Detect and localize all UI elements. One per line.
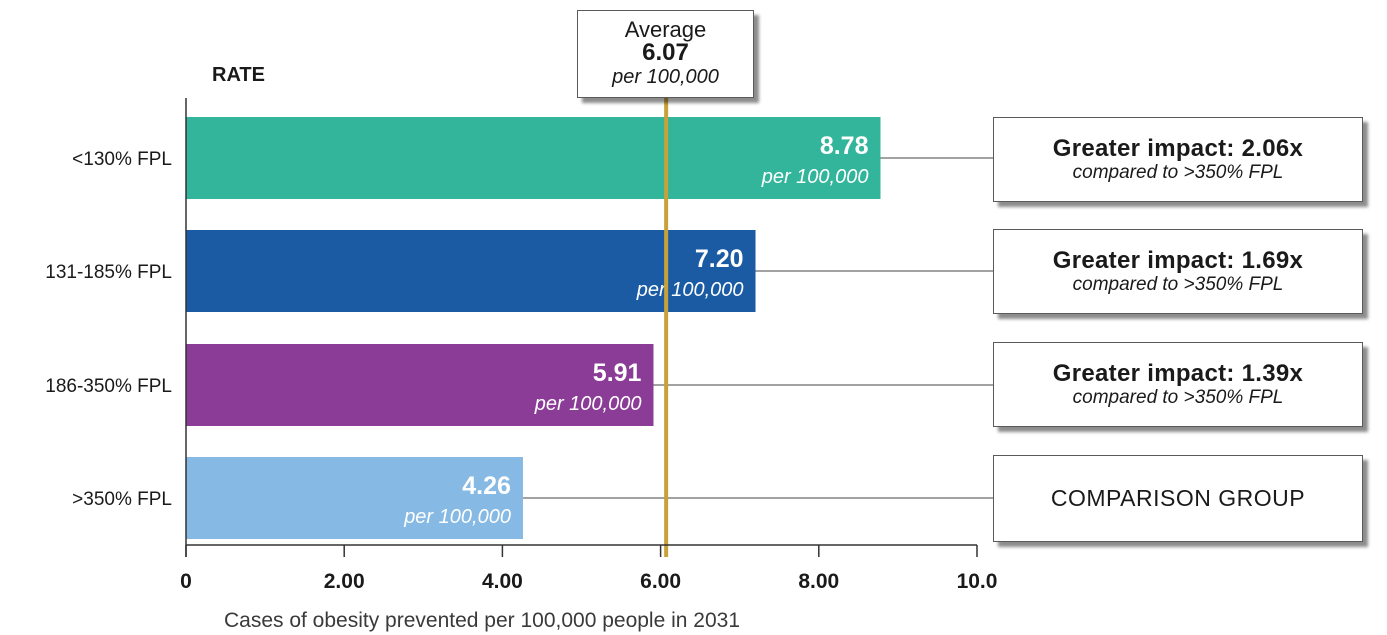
- category-label: 131-185% FPL: [45, 262, 172, 283]
- x-tick-label: 10.0: [957, 570, 998, 593]
- bar-unit-label: per 100,000: [534, 393, 642, 415]
- x-tick-label: 0: [180, 570, 192, 593]
- x-tick-label: 2.00: [324, 570, 365, 593]
- average-label: Average: [624, 17, 707, 42]
- bar: [186, 457, 523, 539]
- bar: [186, 344, 654, 426]
- y-axis-title: RATE: [212, 64, 265, 86]
- impact-callout-2: Greater impact: 1.69x compared to >350% …: [993, 229, 1363, 314]
- category-label: >350% FPL: [72, 489, 172, 510]
- bar: [186, 117, 881, 199]
- impact-subtitle: compared to >350% FPL: [1072, 273, 1284, 295]
- bar-value-label: 5.91: [593, 359, 642, 387]
- impact-callout-1: Greater impact: 2.06x compared to >350% …: [993, 117, 1363, 202]
- x-tick-label: 4.00: [482, 570, 523, 593]
- average-value: 6.07: [642, 39, 689, 66]
- impact-subtitle: compared to >350% FPL: [1072, 386, 1284, 408]
- bar-unit-label: per 100,000: [636, 279, 744, 301]
- impact-title: Greater impact: 1.39x: [1052, 359, 1304, 387]
- comparison-group-callout: COMPARISON GROUP: [993, 455, 1363, 542]
- comparison-group-label: COMPARISON GROUP: [1050, 485, 1306, 511]
- impact-title: Greater impact: 2.06x: [1052, 134, 1304, 162]
- impact-callout-3: Greater impact: 1.39x compared to >350% …: [993, 342, 1363, 427]
- category-label: <130% FPL: [72, 149, 172, 170]
- x-axis-title: Cases of obesity prevented per 100,000 p…: [224, 609, 740, 632]
- average-callout: Average 6.07 per 100,000: [577, 10, 754, 98]
- impact-subtitle: compared to >350% FPL: [1072, 161, 1284, 183]
- x-tick-label: 8.00: [798, 570, 839, 593]
- impact-title: Greater impact: 1.69x: [1052, 246, 1304, 274]
- average-unit: per 100,000: [612, 66, 719, 88]
- bar-value-label: 7.20: [695, 245, 744, 273]
- bar-unit-label: per 100,000: [761, 166, 869, 188]
- bar-value-label: 4.26: [462, 472, 511, 500]
- category-label: 186-350% FPL: [45, 376, 172, 397]
- bar-value-label: 8.78: [820, 132, 869, 160]
- bar-unit-label: per 100,000: [403, 506, 511, 528]
- bar: [186, 230, 756, 312]
- x-tick-label: 6.00: [640, 570, 681, 593]
